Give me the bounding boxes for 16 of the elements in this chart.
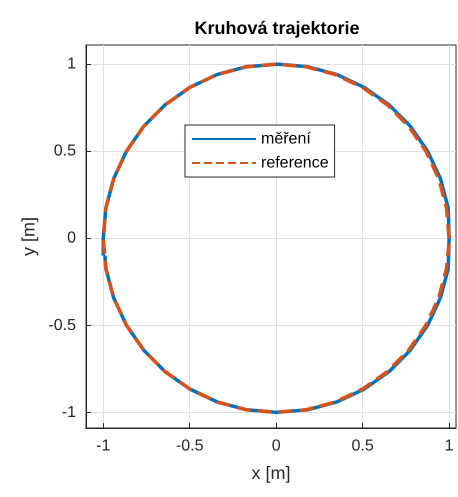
y-axis-title: y [m] — [18, 217, 39, 256]
y-tick-label: 1 — [67, 56, 76, 73]
line-series — [102, 62, 451, 414]
y-tick-label: -0.5 — [48, 316, 76, 334]
legend-label: reference — [261, 154, 329, 172]
y-tick-label: -1 — [62, 404, 76, 421]
x-tick-label: -0.5 — [176, 438, 204, 454]
legend-label: měření — [261, 130, 312, 148]
chart-title: Kruhová trajektorie — [194, 18, 360, 38]
x-axis-title: x [m] — [252, 463, 290, 483]
y-tick-label: 0 — [67, 230, 76, 247]
y-tick-label: 0.5 — [54, 142, 76, 160]
x-tick-label: 1 — [444, 438, 454, 454]
x-tick-label: -1 — [96, 438, 110, 454]
x-tick-label: 0.5 — [352, 438, 374, 454]
x-tick-label: 0 — [272, 438, 281, 454]
